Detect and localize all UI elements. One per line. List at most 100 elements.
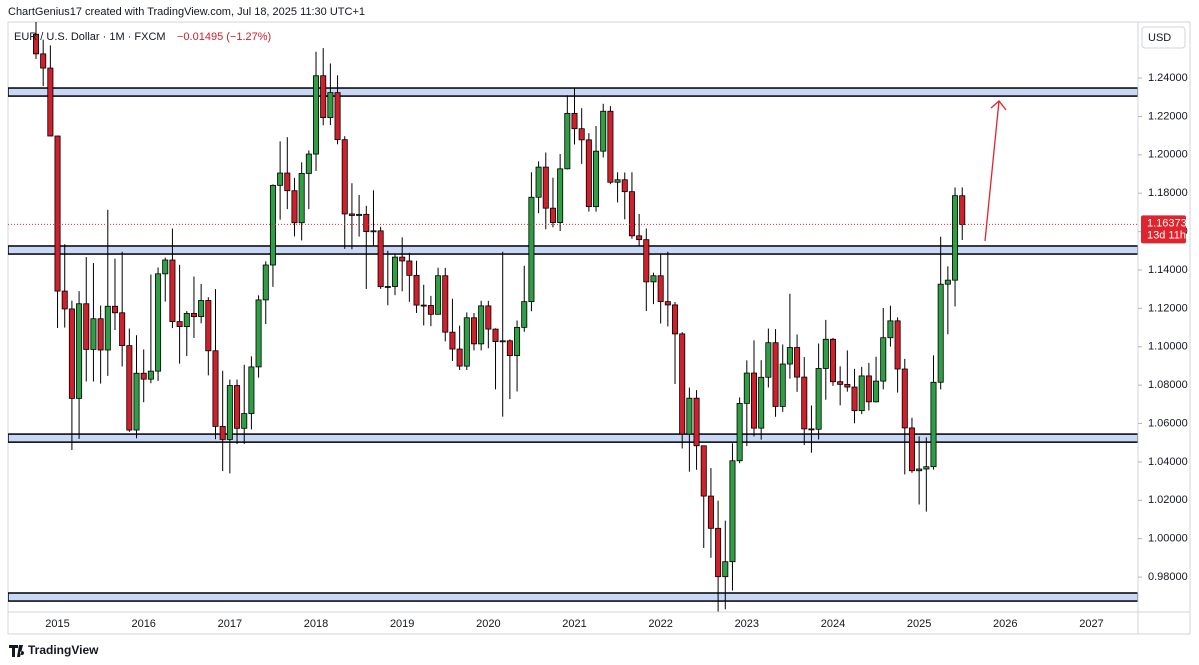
candle-body bbox=[535, 166, 542, 198]
candle-body bbox=[643, 239, 650, 283]
y-tick-label: 1.04000 bbox=[1148, 456, 1188, 468]
candle-body bbox=[672, 304, 679, 335]
x-tick-label: 2016 bbox=[131, 618, 155, 630]
candle-body bbox=[40, 53, 47, 69]
candle-body bbox=[736, 402, 743, 462]
candle-body bbox=[628, 191, 635, 237]
candle-body bbox=[822, 338, 829, 369]
candle-body bbox=[76, 303, 83, 399]
x-tick-label: 2024 bbox=[821, 618, 845, 630]
candle-body bbox=[858, 375, 865, 412]
candle-body bbox=[391, 256, 398, 287]
candle-body bbox=[356, 213, 363, 216]
candle-body bbox=[894, 320, 901, 370]
countdown: 13d 11h bbox=[1147, 229, 1186, 241]
candle-body bbox=[751, 372, 758, 429]
y-tick-label: 1.00000 bbox=[1148, 533, 1188, 545]
candle-body bbox=[162, 259, 169, 275]
candle-body bbox=[348, 213, 355, 216]
candle-body bbox=[585, 139, 592, 208]
frame bbox=[7, 21, 1191, 635]
candle-body bbox=[930, 381, 937, 468]
candle-body bbox=[248, 366, 255, 414]
y-tick-label: 1.20000 bbox=[1148, 149, 1188, 161]
y-tick-label: 1.02000 bbox=[1148, 494, 1188, 506]
candle-body bbox=[959, 195, 966, 225]
candle-body bbox=[111, 305, 118, 314]
candle-body bbox=[54, 135, 61, 292]
y-tick-label: 1.14000 bbox=[1148, 264, 1188, 276]
candle-body bbox=[944, 279, 951, 285]
candle-body bbox=[815, 368, 822, 430]
candle-body bbox=[291, 190, 298, 224]
candle-body bbox=[262, 264, 269, 301]
x-tick-label: 2022 bbox=[648, 618, 672, 630]
candle-body bbox=[636, 235, 643, 241]
candle-body bbox=[90, 318, 97, 350]
candle-body bbox=[808, 428, 815, 431]
candle-body bbox=[183, 312, 190, 327]
x-tick-label: 2020 bbox=[476, 618, 500, 630]
brand: TradingView bbox=[9, 643, 99, 657]
candle-body bbox=[873, 380, 880, 403]
symbol-title: EUR / U.S. Dollar · 1M · FXCM bbox=[14, 31, 166, 43]
candle-body bbox=[68, 308, 75, 399]
x-tick-label: 2017 bbox=[218, 618, 242, 630]
y-tick-label: 1.18000 bbox=[1148, 187, 1188, 199]
candle-body bbox=[923, 466, 930, 470]
candle-body bbox=[837, 381, 844, 385]
candle-body bbox=[327, 92, 334, 118]
candle-body bbox=[593, 150, 600, 208]
candle-body bbox=[463, 317, 470, 367]
candle-body bbox=[506, 340, 513, 356]
candle-body bbox=[758, 376, 765, 429]
candle-body bbox=[851, 386, 858, 412]
candle-body bbox=[765, 342, 772, 378]
candle-body bbox=[499, 340, 506, 343]
candle-body bbox=[47, 67, 54, 137]
candle-body bbox=[320, 75, 327, 118]
candle-body bbox=[729, 460, 736, 563]
y-tick-label: 1.24000 bbox=[1148, 72, 1188, 84]
x-tick-label: 2015 bbox=[45, 618, 69, 630]
candle-body bbox=[298, 173, 305, 224]
arrow bbox=[984, 100, 1007, 242]
candle-body bbox=[607, 110, 614, 183]
candle-body bbox=[743, 372, 750, 404]
candle-body bbox=[514, 326, 521, 356]
x-tick-label: 2021 bbox=[562, 618, 586, 630]
candle-body bbox=[650, 275, 657, 283]
candle-body bbox=[686, 397, 693, 435]
zone bbox=[8, 592, 1138, 602]
candle-body bbox=[542, 166, 549, 209]
candle-body bbox=[420, 304, 427, 307]
candle-body bbox=[786, 347, 793, 365]
candle-body bbox=[865, 375, 872, 403]
candle-body bbox=[234, 385, 241, 429]
candle-body bbox=[399, 256, 406, 262]
candle-body bbox=[528, 196, 535, 303]
candle-body bbox=[269, 184, 276, 266]
candle-body bbox=[155, 273, 162, 372]
candle-body bbox=[901, 368, 908, 429]
candle-body bbox=[176, 321, 183, 327]
candle-body bbox=[384, 286, 391, 288]
candle-body bbox=[521, 301, 528, 328]
candle-body bbox=[97, 318, 104, 351]
candle-body bbox=[478, 305, 485, 345]
x-tick-label: 2023 bbox=[735, 618, 759, 630]
candle-body bbox=[557, 168, 564, 223]
candle-body bbox=[707, 495, 714, 529]
candle-body bbox=[578, 128, 585, 141]
candle-body bbox=[600, 110, 607, 152]
candle-body bbox=[887, 320, 894, 339]
y-tick-label: 1.22000 bbox=[1148, 110, 1188, 122]
candle-body bbox=[370, 230, 377, 233]
currency: USD bbox=[1148, 32, 1171, 44]
candle-body bbox=[880, 337, 887, 382]
y-tick-label: 1.12000 bbox=[1148, 302, 1188, 314]
candle-body bbox=[334, 92, 341, 141]
candle-body bbox=[844, 383, 851, 388]
